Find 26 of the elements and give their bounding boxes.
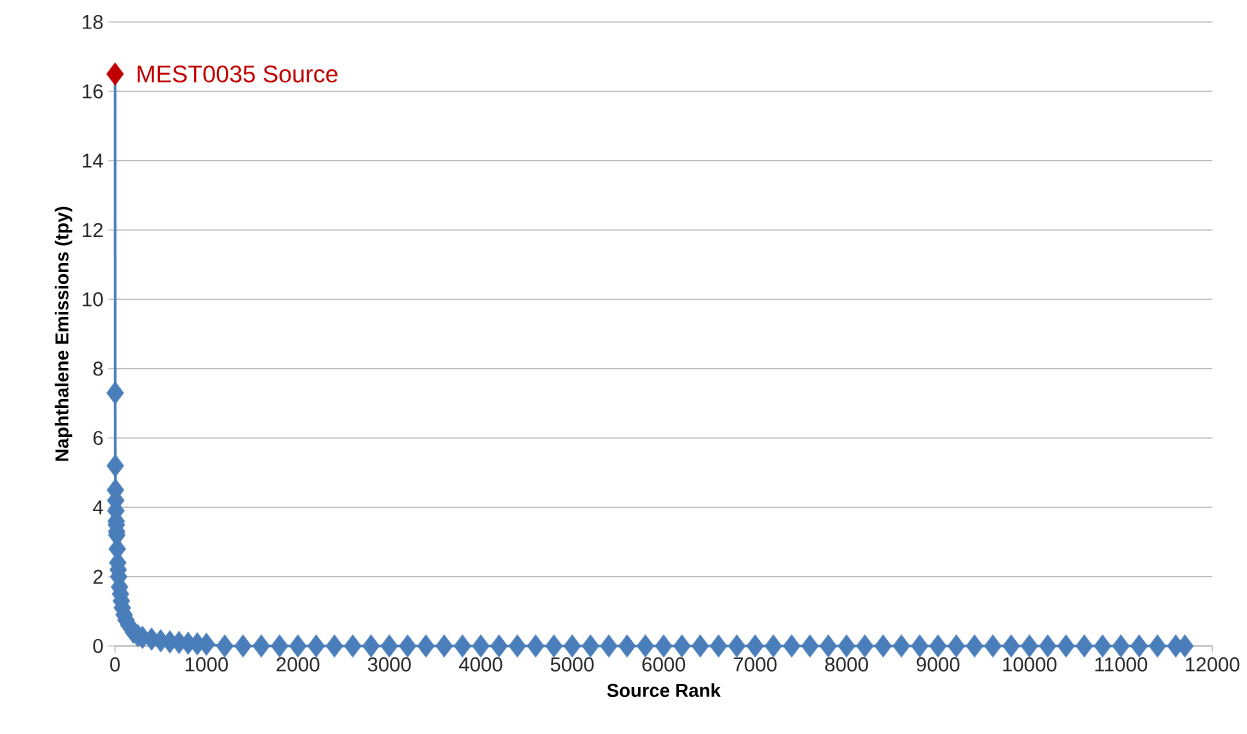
x-tick-label: 5000: [550, 657, 594, 672]
y-axis-title: Naphthalene Emissions (tpy): [54, 206, 73, 461]
y-tick-label: 16: [82, 84, 103, 99]
x-tick-label: 6000: [642, 657, 686, 672]
x-tick-label: 4000: [459, 657, 503, 672]
x-tick-label: 9000: [916, 657, 960, 672]
x-tick-label: 2000: [276, 657, 320, 672]
x-tick-label: 0: [110, 657, 120, 672]
y-tick-label: 10: [82, 292, 103, 307]
x-tick-label: 1000: [185, 657, 228, 672]
annotation: MEST0035 Source: [137, 65, 338, 83]
x-axis-title: Source Rank: [607, 683, 721, 698]
y-tick-label: 2: [93, 569, 103, 584]
x-tick-label: 7000: [733, 657, 777, 672]
y-tick-label: 14: [82, 153, 104, 168]
x-tick-label: 8000: [825, 657, 868, 672]
y-tick-label: 6: [93, 430, 103, 446]
x-tick-label: 11000: [1095, 657, 1148, 672]
x-tick-label: 12000: [1186, 657, 1240, 672]
x-tick-label: 10000: [1003, 657, 1057, 672]
y-tick-label: 12: [82, 223, 103, 237]
x-tick-label: 3000: [367, 657, 411, 672]
y-tick-label: 18: [82, 14, 103, 30]
y-tick-label: 4: [92, 500, 104, 515]
y-tick-label: 8: [93, 361, 103, 376]
y-tick-label: 0: [93, 638, 103, 654]
